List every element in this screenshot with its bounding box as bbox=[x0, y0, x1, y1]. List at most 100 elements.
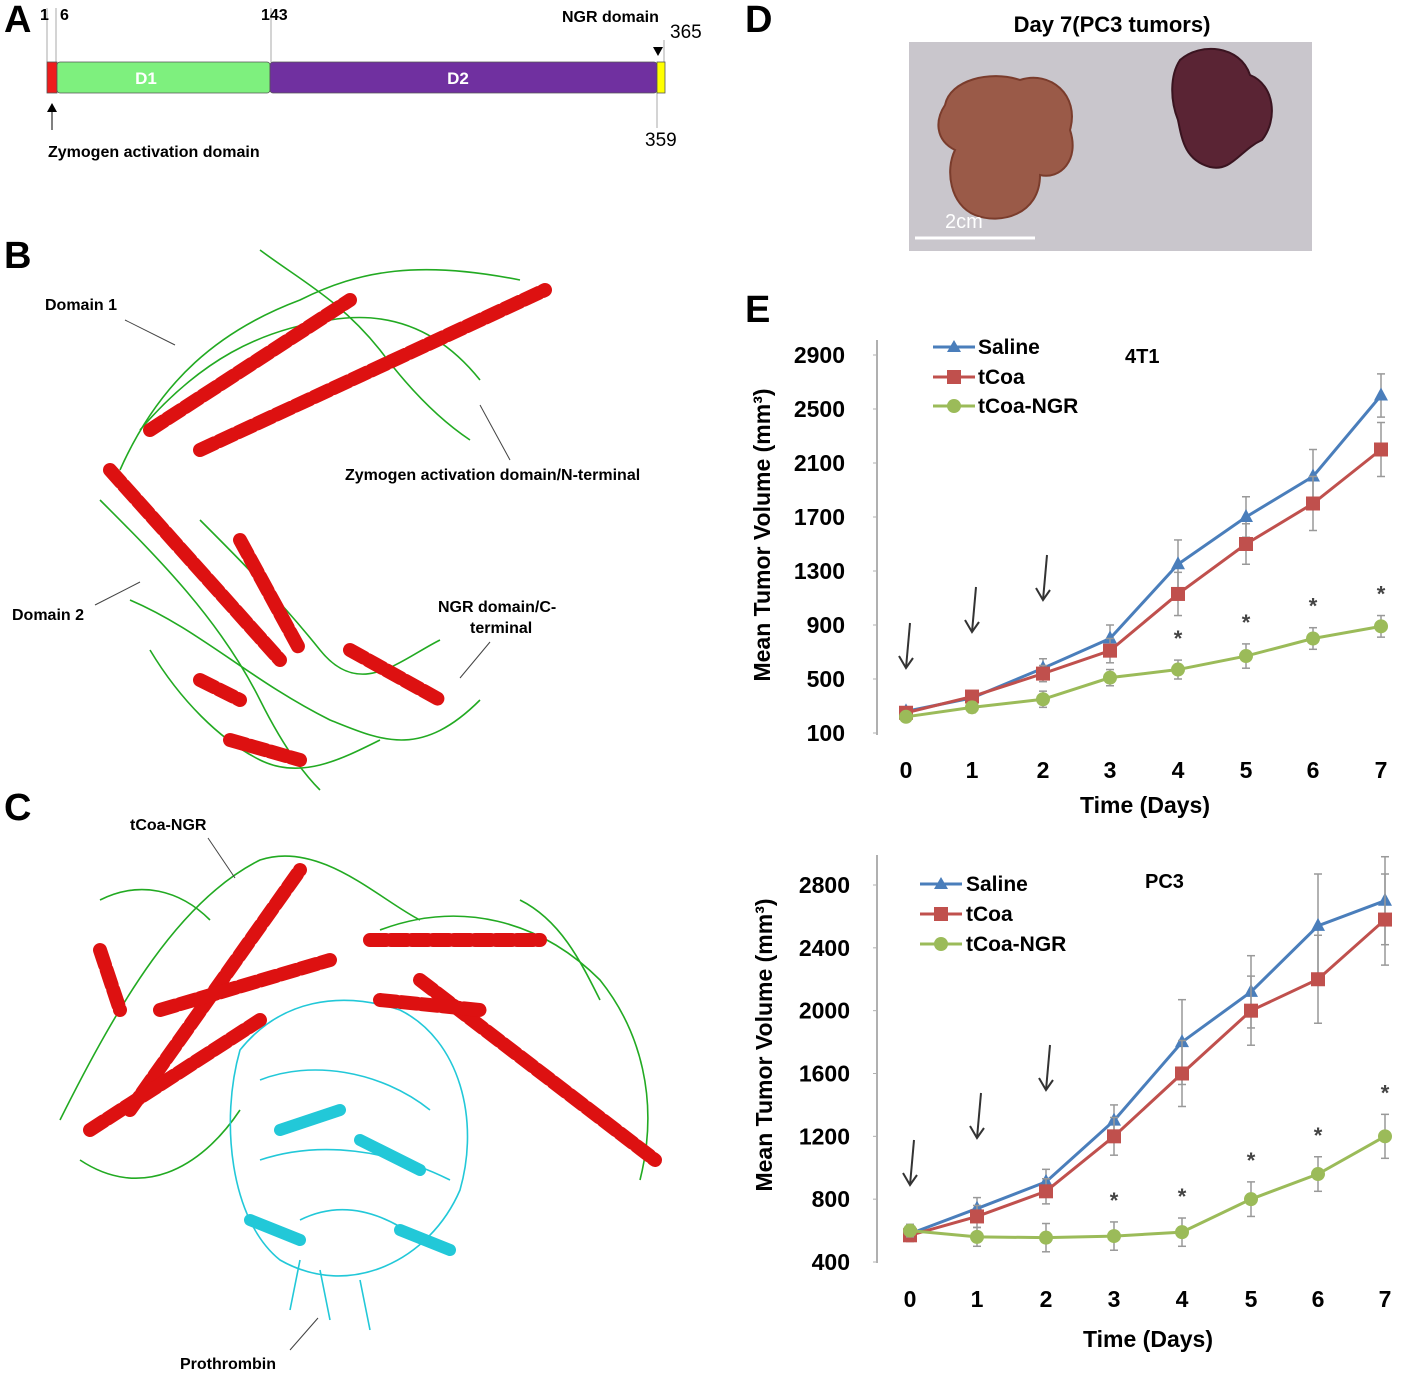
data-point bbox=[1039, 1184, 1053, 1199]
data-point bbox=[1175, 1066, 1189, 1081]
data-point bbox=[1103, 670, 1117, 685]
panel-a: A 1 6 143 365 359 NGR domain D1 D2 Zymog… bbox=[4, 0, 702, 161]
y-tick-label: 100 bbox=[807, 720, 845, 746]
legend-marker-tcoa-ngr-4t1 bbox=[947, 399, 961, 413]
data-point bbox=[1036, 666, 1050, 681]
x-tick-label: 6 bbox=[1307, 757, 1320, 783]
x-tick-label: 4 bbox=[1172, 757, 1185, 783]
treatment-arrowhead bbox=[902, 1172, 918, 1187]
data-point bbox=[1103, 643, 1117, 658]
ngr-arrow bbox=[459, 641, 491, 679]
significance-marker: * bbox=[1178, 1184, 1187, 1209]
ngr-arrow-icon bbox=[653, 47, 663, 56]
legend-label-saline-pc3: Saline bbox=[966, 873, 1028, 896]
x-tick-label: 3 bbox=[1104, 757, 1117, 783]
y-tick-label: 1700 bbox=[794, 504, 845, 530]
x-tick-label: 4 bbox=[1176, 1286, 1189, 1312]
treatment-arrowhead bbox=[898, 655, 914, 670]
x-tick-label: 3 bbox=[1108, 1286, 1121, 1312]
y-ticks-4t1: 100 500 900 1300 1700 2100 2500 2900 bbox=[794, 342, 877, 746]
data-point bbox=[970, 1229, 984, 1244]
plot-area-4t1: * * * * bbox=[899, 373, 1388, 724]
data-point bbox=[1175, 1225, 1189, 1240]
data-point bbox=[1171, 662, 1185, 677]
panel-b: B Domain 1 Zymogen act bbox=[4, 235, 640, 791]
y-tick-label: 900 bbox=[807, 612, 845, 638]
significance-marker: * bbox=[1381, 1080, 1390, 1105]
x-tick-label: 0 bbox=[904, 1286, 917, 1312]
treatment-arrow bbox=[909, 1139, 915, 1186]
tcoa-ngr-structure-label: tCoa-NGR bbox=[130, 817, 207, 834]
zymogen-domain-label: Zymogen activation domain bbox=[48, 144, 260, 161]
x-tick-label: 6 bbox=[1312, 1286, 1325, 1312]
panel-e: E 4T1 Time (Days) Mean Tumor Volume (mm³… bbox=[745, 289, 1392, 1352]
series-saline-4t1 bbox=[899, 373, 1388, 717]
series-line bbox=[909, 918, 1386, 1237]
treatment-arrow bbox=[1042, 554, 1048, 601]
y-tick-label: 1200 bbox=[799, 1123, 850, 1149]
tcoa-ngr-arrow bbox=[207, 837, 236, 879]
sidechain-wireframe-c bbox=[59, 855, 649, 1181]
domain-1-arrow bbox=[124, 319, 176, 346]
x-tick-label: 2 bbox=[1040, 1286, 1053, 1312]
data-point bbox=[1306, 496, 1320, 511]
x-ticks-4t1: 0 1 2 3 4 5 6 7 bbox=[900, 757, 1388, 783]
ngr-c-terminal-label-1: NGR domain/C- bbox=[438, 599, 556, 616]
position-365: 365 bbox=[670, 22, 702, 43]
ngr-segment bbox=[656, 61, 666, 94]
significance-marker: * bbox=[1314, 1123, 1323, 1148]
domain-1-label: Domain 1 bbox=[45, 297, 117, 314]
panel-d-letter: D bbox=[745, 0, 772, 41]
chart-pc3: PC3 Time (Days) Mean Tumor Volume (mm³) … bbox=[751, 855, 1392, 1352]
y-tick-label: 2000 bbox=[799, 998, 850, 1024]
y-axis-title-4t1: Mean Tumor Volume (mm³) bbox=[749, 388, 775, 681]
d1-segment bbox=[56, 61, 271, 94]
x-tick-label: 5 bbox=[1240, 757, 1253, 783]
x-axis-title-4t1: Time (Days) bbox=[1080, 792, 1210, 818]
tcoa-ngr-tumor bbox=[1171, 47, 1273, 169]
domain-2-label: Domain 2 bbox=[12, 607, 84, 624]
y-tick-label: 400 bbox=[812, 1249, 850, 1275]
data-point bbox=[1244, 1192, 1258, 1207]
data-point bbox=[1311, 972, 1325, 987]
series-tcoa_ngr-4t1 bbox=[899, 614, 1388, 724]
treatment-arrowhead bbox=[969, 1125, 985, 1140]
data-point bbox=[1374, 619, 1388, 634]
domain-2-arrow bbox=[94, 581, 141, 606]
position-6: 6 bbox=[60, 7, 69, 24]
x-axis-title-pc3: Time (Days) bbox=[1083, 1326, 1213, 1352]
chart-4t1: 4T1 Time (Days) Mean Tumor Volume (mm³) … bbox=[749, 336, 1388, 818]
data-point bbox=[1239, 509, 1253, 522]
treatment-arrowhead bbox=[964, 619, 980, 634]
ngr-c-terminal-label-2: terminal bbox=[470, 620, 532, 637]
data-point bbox=[1378, 912, 1392, 927]
prothrombin-ribbons bbox=[244, 1104, 456, 1256]
x-tick-label: 0 bbox=[900, 757, 913, 783]
series-line bbox=[905, 448, 1382, 715]
d1-label: D1 bbox=[135, 69, 157, 88]
zymogen-n-terminal-label: Zymogen activation domain/N-terminal bbox=[345, 467, 640, 484]
photo-title: Day 7(PC3 tumors) bbox=[1014, 12, 1211, 37]
prothrombin-structure bbox=[229, 999, 469, 1331]
panel-e-letter: E bbox=[745, 289, 770, 331]
series-line bbox=[909, 1135, 1386, 1240]
protein-structure-b bbox=[99, 249, 552, 791]
y-tick-label: 1600 bbox=[799, 1061, 850, 1087]
data-point bbox=[970, 1209, 984, 1224]
sidechain-wireframe-b bbox=[99, 249, 521, 791]
y-axis-title-pc3: Mean Tumor Volume (mm³) bbox=[751, 898, 777, 1191]
x-tick-label: 1 bbox=[966, 757, 979, 783]
legend-label-tcoa-4t1: tCoa bbox=[978, 366, 1025, 389]
data-point bbox=[1244, 1003, 1258, 1018]
data-point bbox=[1103, 630, 1117, 644]
panel-d: D Day 7(PC3 tumors) 2cm bbox=[745, 0, 1312, 251]
y-tick-label: 2400 bbox=[799, 935, 850, 961]
treatment-arrow bbox=[1045, 1044, 1051, 1091]
y-tick-label: 2800 bbox=[799, 872, 850, 898]
data-point bbox=[1311, 917, 1325, 931]
treatment-arrow bbox=[905, 622, 911, 669]
significance-marker: * bbox=[1110, 1188, 1119, 1213]
data-point bbox=[1239, 649, 1253, 664]
data-point bbox=[1171, 586, 1185, 601]
data-point bbox=[1107, 1229, 1121, 1244]
